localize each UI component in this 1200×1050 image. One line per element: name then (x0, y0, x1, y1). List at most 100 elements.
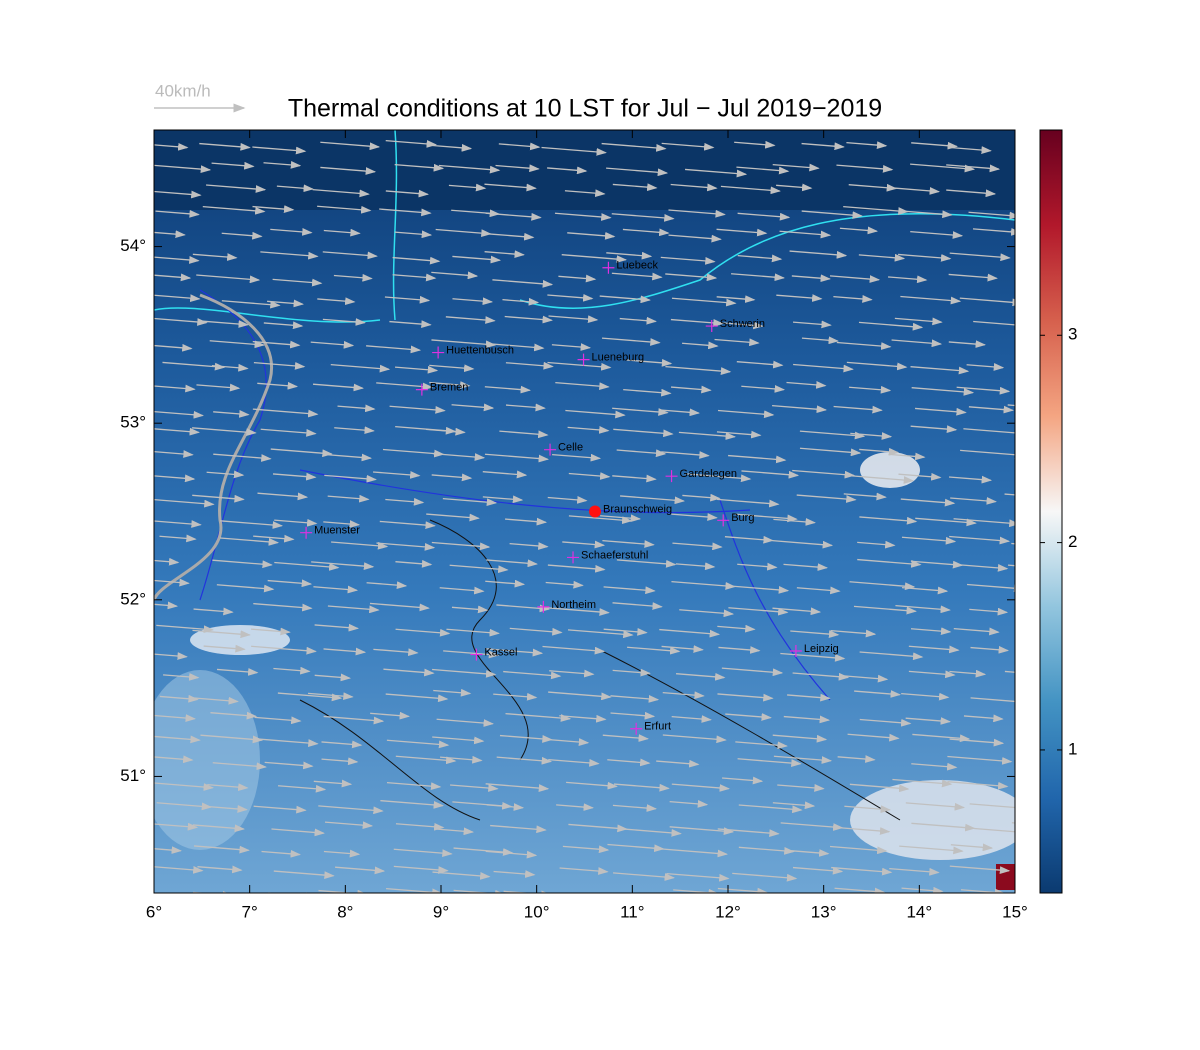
wind-arrow (684, 168, 748, 178)
city-label: Erfurt (644, 721, 671, 733)
city-label: Northeim (551, 599, 596, 611)
wind-arrow (337, 404, 376, 413)
wind-arrow (509, 542, 549, 550)
wind-arrow (263, 161, 302, 169)
wind-arrow (949, 865, 1011, 874)
wind-arrow (675, 672, 726, 681)
wind-arrow (555, 381, 610, 391)
wind-arrow (717, 498, 780, 508)
wind-arrow (386, 781, 442, 791)
wind-arrow (154, 427, 200, 436)
wind-arrow (498, 142, 541, 151)
wind-arrow (783, 563, 828, 571)
city-label: Leipzig (804, 643, 839, 655)
wind-arrow (547, 495, 588, 504)
city-label: Bremen (430, 382, 469, 394)
wind-arrow (671, 580, 736, 590)
wind-arrow (718, 646, 761, 654)
wind-arrow (970, 697, 1015, 703)
city-label: Lueneburg (592, 352, 645, 364)
wind-arrow (612, 602, 663, 610)
wind-arrow (253, 361, 306, 370)
wind-arrow (451, 403, 495, 412)
wind-arrow (389, 320, 432, 328)
wind-arrow (848, 183, 898, 192)
wind-arrow (857, 540, 896, 549)
wind-arrow (385, 693, 449, 703)
wind-arrow (311, 561, 375, 570)
x-tick-label: 9° (433, 902, 449, 921)
wind-arrow (599, 295, 651, 304)
wind-arrow (433, 688, 472, 697)
wind-arrow (780, 652, 846, 662)
wind-arrow (549, 895, 605, 899)
wind-arrow (489, 343, 545, 352)
wind-arrow (509, 627, 563, 636)
wind-arrow (666, 872, 730, 882)
wind-arrow (545, 607, 610, 616)
wind-arrow (373, 648, 419, 657)
wind-arrow (675, 562, 716, 571)
plot-frame (153, 129, 1016, 894)
wind-arrow (949, 252, 1011, 262)
wind-arrow (714, 321, 764, 330)
wind-arrow (783, 715, 831, 724)
wind-arrow (665, 365, 732, 375)
wind-arrow (264, 761, 314, 770)
wind-arrow (911, 387, 975, 396)
city-label: Gardelegen (680, 468, 738, 480)
wind-arrow (200, 734, 264, 744)
wind-arrow (717, 624, 756, 633)
wind-arrow (568, 472, 611, 480)
wind-arrow (272, 278, 323, 287)
wind-arrow (393, 848, 453, 858)
wind-arrow (268, 892, 317, 893)
wind-arrow (385, 497, 425, 506)
wind-arrow (658, 408, 700, 417)
wind-arrow (322, 251, 378, 260)
wind-arrow (671, 513, 718, 521)
wind-arrow (154, 343, 193, 352)
wind-arrow (850, 475, 915, 484)
wind-arrow (905, 717, 951, 725)
wind-arrow (220, 520, 284, 529)
wind-arrow (910, 627, 952, 636)
wind-arrow (859, 516, 918, 525)
wind-arrow (801, 210, 863, 220)
wind-arrow (432, 871, 491, 880)
city-marker (300, 526, 313, 539)
wind-arrow (786, 381, 827, 389)
wind-arrow (432, 668, 497, 678)
colorbar-frame (1039, 129, 1063, 894)
wind-arrow (439, 586, 485, 595)
wind-arrow (959, 297, 1015, 307)
wind-arrow (154, 164, 212, 173)
city-marker (602, 261, 615, 274)
wind-arrow (192, 253, 238, 261)
wind-arrow (492, 279, 554, 288)
wind-arrow (197, 865, 243, 874)
wind-arrow (841, 827, 891, 835)
wind-arrow (948, 475, 993, 484)
wind-arrow (321, 757, 359, 766)
city-label: Kassel (484, 646, 517, 658)
wind-arrow (193, 845, 250, 854)
wind-arrow (380, 800, 445, 809)
wind-arrow (671, 715, 712, 723)
wind-arrow (953, 518, 1015, 528)
wind-arrow (318, 805, 384, 815)
wind-arrow (949, 669, 987, 678)
city-marker (789, 645, 802, 658)
wind-arrow (603, 627, 648, 636)
wind-arrow (904, 210, 953, 219)
wind-arrow (728, 607, 789, 616)
city-label: Schaeferstuhl (581, 549, 648, 561)
wind-arrow (901, 886, 944, 893)
wind-arrow (624, 828, 682, 837)
wind-arrow (910, 231, 964, 239)
wind-arrow (910, 366, 970, 375)
wind-arrow (323, 849, 361, 858)
wind-arrow (836, 341, 892, 350)
highlight-city-marker (589, 505, 602, 518)
city-marker (665, 470, 678, 483)
